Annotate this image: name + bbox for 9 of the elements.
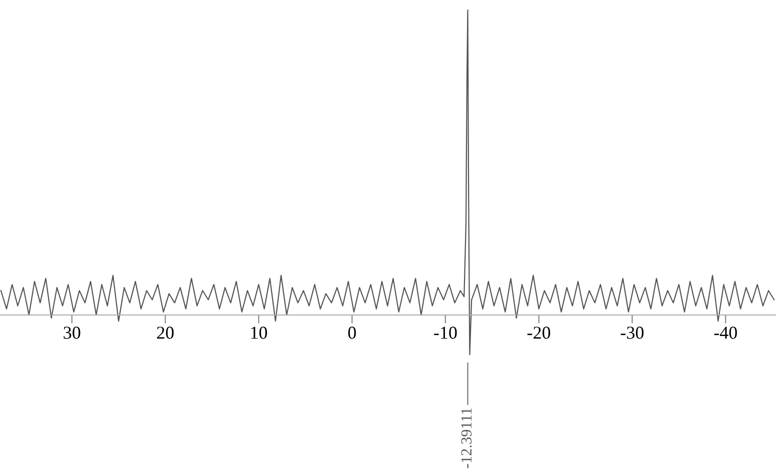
x-tick-label: -10 — [434, 326, 457, 339]
x-tick-label: 30 — [64, 326, 80, 339]
x-tick-label: 20 — [157, 326, 174, 339]
x-tick-label: -40 — [714, 326, 737, 339]
x-tick-label: -20 — [527, 326, 550, 339]
x-tick-label: 0 — [348, 326, 356, 339]
x-tick-label: -30 — [620, 326, 644, 339]
annotation: -12.39111 — [461, 408, 472, 468]
x-tick-label: 10 — [251, 326, 268, 339]
